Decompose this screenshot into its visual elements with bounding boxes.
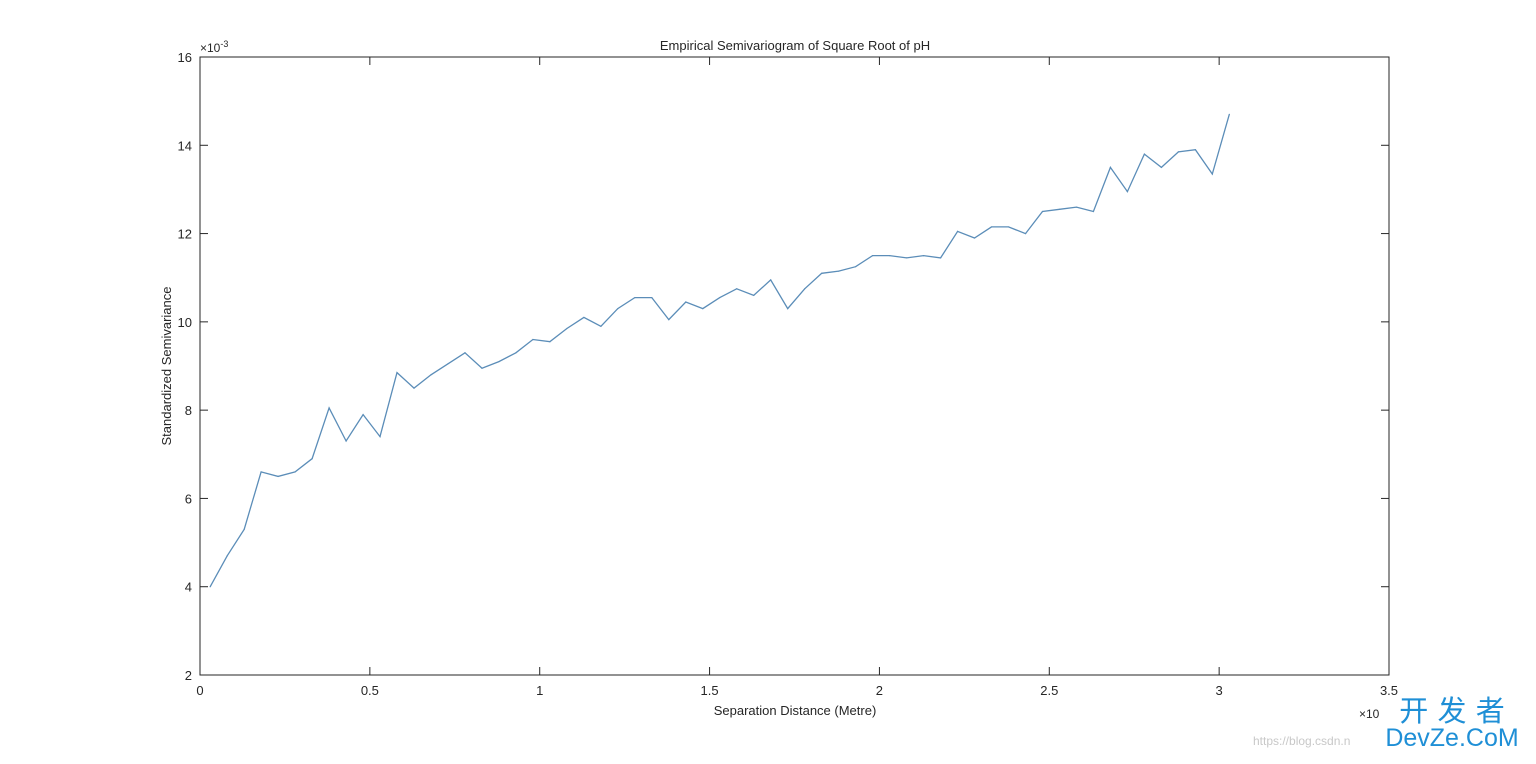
data-point <box>1160 166 1162 168</box>
data-point <box>838 270 840 272</box>
data-point <box>872 255 874 257</box>
data-point <box>447 363 449 365</box>
data-point <box>1041 210 1044 213</box>
data-point <box>345 440 347 442</box>
data-point <box>990 226 993 228</box>
data-point <box>328 407 330 409</box>
x-axis-label: Separation Distance (Metre) <box>714 703 877 718</box>
data-point <box>260 471 262 473</box>
data-point <box>956 230 959 232</box>
x-tick-label: 0.5 <box>361 683 379 698</box>
data-point <box>566 327 568 330</box>
data-point <box>549 341 551 343</box>
data-point <box>583 316 585 319</box>
data-point <box>277 475 279 477</box>
y-axis-label: Standardized Semivariance <box>159 287 174 446</box>
data-point <box>634 296 636 299</box>
data-point <box>362 413 364 416</box>
data-point <box>294 471 296 473</box>
data-point <box>600 325 602 327</box>
data-point <box>396 372 398 374</box>
data-point <box>668 319 670 321</box>
y-tick-label: 10 <box>178 315 192 330</box>
data-point <box>719 296 721 299</box>
y-tick-label: 14 <box>178 138 192 153</box>
data-point <box>770 279 772 281</box>
y-axis: 2 4 6 8 10 12 14 16 <box>178 50 1389 683</box>
data-point <box>906 257 908 259</box>
y-tick-label: 12 <box>178 227 192 242</box>
data-point <box>1075 206 1078 208</box>
data-point <box>702 308 704 310</box>
y-tick-label: 16 <box>178 50 192 65</box>
chart-title: Empirical Semivariogram of Square Root o… <box>660 38 930 53</box>
data-point <box>532 338 534 341</box>
data-point <box>515 352 517 354</box>
data-point <box>855 266 857 268</box>
data-point <box>243 528 245 530</box>
watermark-url: https://blog.csdn.n <box>1253 734 1350 748</box>
y-tick-label: 2 <box>185 668 192 683</box>
x-tick-label: 1 <box>536 683 543 698</box>
data-point <box>736 288 738 290</box>
data-point <box>481 367 483 369</box>
data-point <box>753 294 755 296</box>
data-points <box>209 113 1230 588</box>
data-point <box>685 301 687 303</box>
data-point <box>922 255 925 257</box>
data-point <box>311 458 313 460</box>
y-tick-label: 6 <box>185 491 192 506</box>
data-point <box>651 296 653 299</box>
data-point <box>209 586 211 588</box>
data-point <box>1143 153 1146 155</box>
data-point <box>889 255 891 257</box>
x-tick-label: 3.5 <box>1380 683 1398 698</box>
watermark-chinese: 开 发 者 <box>1399 694 1504 728</box>
data-point <box>1058 208 1061 210</box>
plot-area <box>199 56 1390 676</box>
data-point <box>804 288 806 290</box>
data-point <box>821 272 823 274</box>
x-axis-exponent: ×10 <box>1359 707 1380 721</box>
x-tick-label: 3 <box>1216 683 1223 698</box>
data-point <box>430 374 432 376</box>
data-point <box>1007 226 1010 228</box>
data-point <box>498 360 500 363</box>
y-tick-label: 8 <box>185 403 192 418</box>
x-tick-label: 2 <box>876 683 883 698</box>
y-axis-exponent: ×10-3 <box>200 39 228 55</box>
data-point <box>617 308 619 310</box>
x-axis: 0 0.5 1 1.5 2 2.5 3 3.5 <box>196 57 1398 698</box>
y-tick-label: 4 <box>185 580 192 595</box>
data-point <box>226 555 228 557</box>
watermark-brand: DevZe.CoM <box>1385 724 1518 752</box>
data-point <box>1194 149 1196 151</box>
data-point <box>1228 113 1230 115</box>
data-point <box>464 352 466 354</box>
data-point <box>1109 166 1112 168</box>
x-tick-label: 2.5 <box>1040 683 1058 698</box>
data-point <box>787 308 789 310</box>
data-point <box>1024 232 1027 235</box>
data-point <box>1211 173 1213 175</box>
data-point <box>1092 210 1095 213</box>
data-point <box>1177 151 1179 153</box>
x-tick-label: 1.5 <box>701 683 719 698</box>
data-point <box>973 237 976 239</box>
x-tick-label: 0 <box>196 683 203 698</box>
data-point <box>413 387 415 389</box>
watermark: https://blog.csdn.n 开 发 者 DevZe.CoM <box>1253 694 1519 752</box>
data-point <box>1126 191 1129 193</box>
data-point <box>939 257 942 259</box>
data-point <box>379 436 381 438</box>
